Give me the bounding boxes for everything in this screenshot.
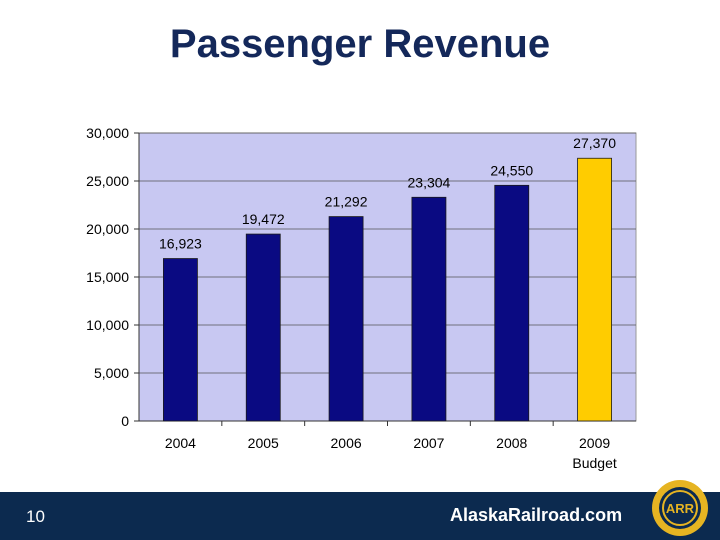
y-tick-label: 10,000 xyxy=(86,317,129,333)
bar xyxy=(577,157,612,422)
bar xyxy=(411,196,447,422)
x-tick-label: Budget xyxy=(572,455,616,471)
logo-inner-disc xyxy=(659,487,701,529)
x-tick-label: 2005 xyxy=(248,435,279,451)
footer-bar: 10 AlaskaRailroad.com xyxy=(0,492,720,540)
x-tick-label: 2006 xyxy=(331,435,362,451)
data-label: 27,370 xyxy=(573,135,616,151)
data-label: 16,923 xyxy=(159,236,202,252)
x-tick-label: 2009 xyxy=(579,435,610,451)
x-tick-label: 2008 xyxy=(496,435,527,451)
x-tick-label: 2004 xyxy=(165,435,196,451)
y-tick-label: 15,000 xyxy=(86,269,129,285)
data-label: 19,472 xyxy=(242,211,285,227)
bar xyxy=(245,233,281,422)
y-tick-label: 20,000 xyxy=(86,221,129,237)
logo-inner-ring xyxy=(662,490,698,526)
data-label: 21,292 xyxy=(325,194,368,210)
logo-letters: ARR xyxy=(666,501,695,516)
bar xyxy=(163,258,198,422)
alaska-railroad-logo: ARR xyxy=(652,480,708,536)
data-label: 24,550 xyxy=(490,162,533,178)
y-tick-label: 5,000 xyxy=(94,365,129,381)
slide-title: Passenger Revenue xyxy=(169,22,551,66)
bar xyxy=(328,216,364,422)
data-label: 23,304 xyxy=(408,174,451,190)
x-tick-label: 2007 xyxy=(413,435,444,451)
y-tick-label: 25,000 xyxy=(86,173,129,189)
y-tick-label: 30,000 xyxy=(86,125,129,141)
bar xyxy=(494,184,530,422)
slide-number: 10 xyxy=(26,507,45,526)
website-link[interactable]: AlaskaRailroad.com xyxy=(450,505,623,525)
y-tick-label: 0 xyxy=(121,413,129,429)
